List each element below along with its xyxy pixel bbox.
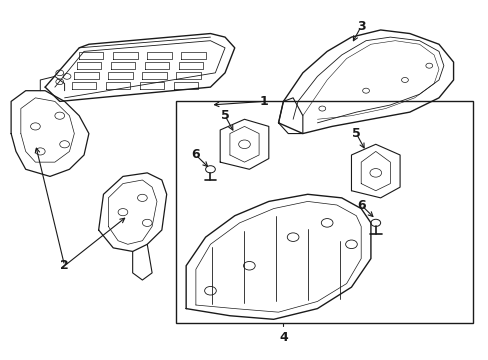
Text: 6: 6 — [356, 198, 365, 212]
Text: 1: 1 — [259, 95, 268, 108]
Bar — [176, 102, 472, 323]
Text: 6: 6 — [191, 148, 200, 162]
Text: 4: 4 — [279, 331, 287, 344]
Text: 5: 5 — [351, 127, 360, 140]
Text: 3: 3 — [356, 20, 365, 33]
Text: 5: 5 — [220, 109, 229, 122]
Text: 2: 2 — [60, 259, 69, 272]
